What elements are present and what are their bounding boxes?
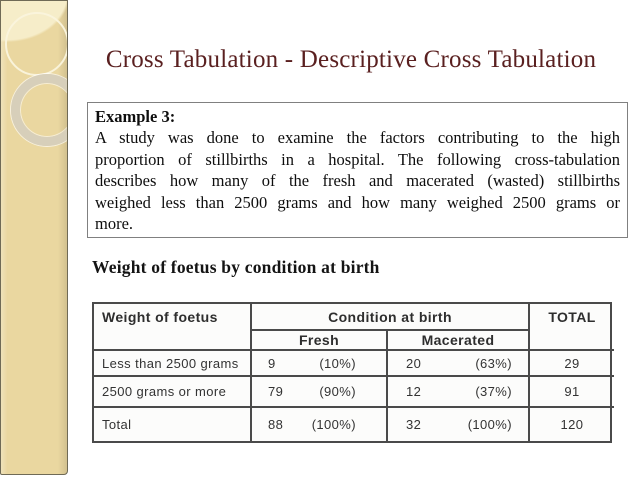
header-fresh: Fresh <box>252 331 388 351</box>
table-cell-fresh: 9 (10%) <box>252 351 388 377</box>
header-row-dimension: Weight of foetus <box>94 304 252 351</box>
table-cell-fresh: 79 (90%) <box>252 377 388 408</box>
cell-count: 79 <box>268 384 284 399</box>
table-cell-total: 120 <box>560 417 584 432</box>
cell-percent: (90%) <box>319 384 356 399</box>
cell-count: 20 <box>406 355 422 371</box>
example-body-line: A study was done to examine the factors … <box>95 128 620 148</box>
header-column-group: Condition at birth <box>252 304 530 331</box>
decorative-ring-icon <box>11 74 67 146</box>
example-body-line: describes how many of the fresh and mace… <box>95 171 620 191</box>
cell-count: 12 <box>406 384 422 399</box>
example-heading: Example 3: <box>95 107 176 126</box>
cell-percent: (10%) <box>319 355 356 371</box>
table-cell-macerated: 32 (100%) <box>388 408 530 441</box>
cross-tabulation-table: Weight of foetus Condition at birth TOTA… <box>92 302 614 443</box>
cell-count: 32 <box>406 417 422 432</box>
example-body-line: weighed less than 2500 grams and how man… <box>95 192 620 212</box>
table-caption: Weight of foetus by condition at birth <box>92 257 380 277</box>
table-row-label: Total <box>94 408 252 441</box>
side-decoration-strip <box>0 0 68 475</box>
table-cell-macerated: 12 (37%) <box>388 377 530 408</box>
table-cell-total: 29 <box>530 351 614 377</box>
table-cell-macerated: 20 (63%) <box>388 351 530 377</box>
decorative-circle-outline-icon <box>5 12 67 76</box>
cell-count: 9 <box>268 355 276 371</box>
table-cell-fresh: 88 (100%) <box>252 408 388 441</box>
header-macerated: Macerated <box>388 331 530 351</box>
table-row-label: Less than 2500 grams <box>94 351 252 377</box>
cell-percent: (37%) <box>475 384 512 399</box>
cell-percent: (100%) <box>311 417 356 432</box>
table-cell-total: 91 <box>530 377 614 408</box>
example-body-line: more. <box>95 214 134 234</box>
cell-count: 88 <box>268 417 284 432</box>
header-total: TOTAL <box>530 304 614 351</box>
example-text-box: Example 3: A study was done to examine t… <box>87 102 628 238</box>
cell-percent: (100%) <box>467 417 512 432</box>
slide-title: Cross Tabulation - Descriptive Cross Tab… <box>105 46 597 73</box>
table-row-label: 2500 grams or more <box>94 377 252 408</box>
example-body-line: proportion of stillbirths in a hospital.… <box>95 149 620 169</box>
cell-percent: (63%) <box>475 355 512 371</box>
